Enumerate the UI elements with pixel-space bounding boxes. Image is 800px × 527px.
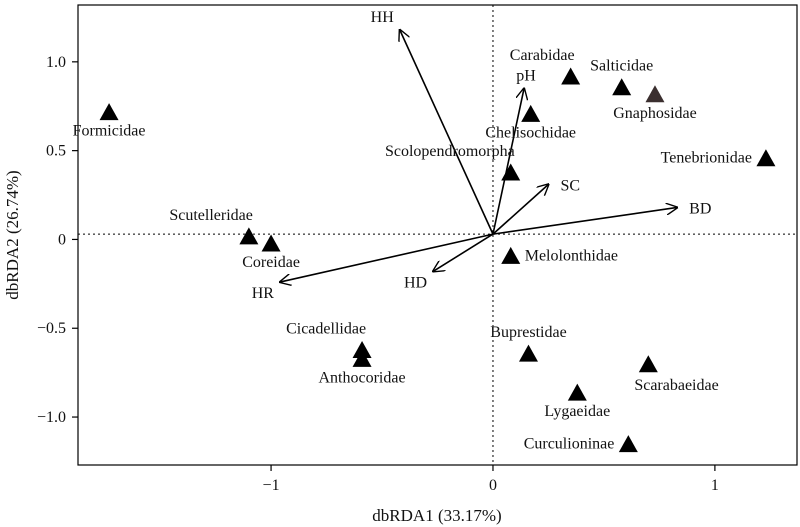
plot-frame bbox=[77, 4, 798, 466]
species-label-anthocoridae: Anthocoridae bbox=[319, 369, 406, 386]
species-point-curculioninae bbox=[618, 435, 638, 453]
vector-label-ph: pH bbox=[516, 67, 536, 84]
species-point-salticidae bbox=[612, 78, 632, 96]
x-tick-label: 1 bbox=[711, 477, 719, 494]
vector-label-hd: HD bbox=[404, 274, 427, 291]
vector-arrow-ph bbox=[492, 88, 524, 235]
species-label-melolonthidae: Melolonthidae bbox=[525, 247, 618, 264]
species-point-melolonthidae bbox=[501, 246, 521, 264]
species-label-chelisochidae: Chelisochidae bbox=[485, 124, 576, 141]
species-label-scarabaeidae: Scarabaeidae bbox=[634, 377, 718, 394]
species-label-formicidae: Formicidae bbox=[73, 123, 146, 140]
vector-arrow-hh bbox=[400, 30, 494, 235]
species-label-scutelleridae: Scutelleridae bbox=[169, 207, 253, 224]
vector-label-sc: SC bbox=[560, 177, 580, 194]
species-point-scutelleridae bbox=[239, 227, 259, 245]
x-tick-label: 0 bbox=[489, 477, 497, 494]
species-label-carabidae: Carabidae bbox=[510, 47, 575, 64]
species-point-anthocoridae bbox=[352, 349, 372, 367]
species-label-salticidae: Salticidae bbox=[590, 58, 653, 75]
species-point-lygaeidae bbox=[567, 383, 587, 401]
x-tick-label: −1 bbox=[263, 477, 280, 494]
species-label-curculioninae: Curculioninae bbox=[524, 436, 615, 453]
vector-label-bd: BD bbox=[689, 200, 711, 217]
vector-label-hh: HH bbox=[371, 9, 395, 26]
environmental-vectors: HH pH SC BD HD HR bbox=[252, 9, 712, 302]
species-point-coreidae bbox=[261, 234, 281, 252]
reference-lines bbox=[78, 5, 797, 465]
vector-arrow-bd bbox=[492, 207, 677, 235]
species-label-cicadellidae: Cicadellidae bbox=[286, 321, 366, 338]
species-point-tenebrionidae bbox=[756, 149, 776, 167]
species-point-scolopendromorpha bbox=[501, 163, 521, 181]
species-label-gnaphosidae: Gnaphosidae bbox=[613, 105, 697, 122]
species-label-coreidae: Coreidae bbox=[242, 254, 300, 271]
y-tick-label: −0.5 bbox=[37, 320, 66, 337]
species-point-cicadellidae bbox=[352, 341, 372, 359]
species-point-formicidae bbox=[99, 103, 119, 121]
y-tick-label: 1.0 bbox=[46, 54, 66, 71]
species-point-scarabaeidae bbox=[638, 355, 658, 373]
species-label-scolopendromorpha: Scolopendromorpha bbox=[385, 143, 515, 160]
species-label-tenebrionidae: Tenebrionidae bbox=[661, 150, 752, 167]
species-label-buprestidae: Buprestidae bbox=[490, 324, 566, 341]
x-axis-title: dbRDA1 (33.17%) bbox=[372, 506, 501, 525]
vector-label-hr: HR bbox=[252, 285, 275, 302]
vector-arrow-hr bbox=[280, 233, 494, 282]
axis-ticks: −1 0 1 −1.0 −0.5 0 0.5 1.0 bbox=[37, 54, 719, 494]
y-axis-title: dbRDA2 (26.74%) bbox=[3, 170, 22, 299]
species-points: Formicidae Scutelleridae Coreidae Cicadelli… bbox=[73, 47, 776, 453]
species-label-lygaeidae: Lygaeidae bbox=[544, 403, 610, 420]
vector-arrow-sc bbox=[492, 184, 548, 235]
species-point-carabidae bbox=[561, 67, 581, 85]
y-tick-label: −1.0 bbox=[37, 409, 66, 426]
y-tick-label: 0 bbox=[58, 231, 66, 248]
species-point-chelisochidae bbox=[521, 104, 541, 122]
y-tick-label: 0.5 bbox=[46, 143, 66, 160]
species-point-gnaphosidae bbox=[645, 85, 665, 103]
species-point-buprestidae bbox=[518, 344, 538, 362]
vector-arrow-hd bbox=[433, 233, 494, 271]
